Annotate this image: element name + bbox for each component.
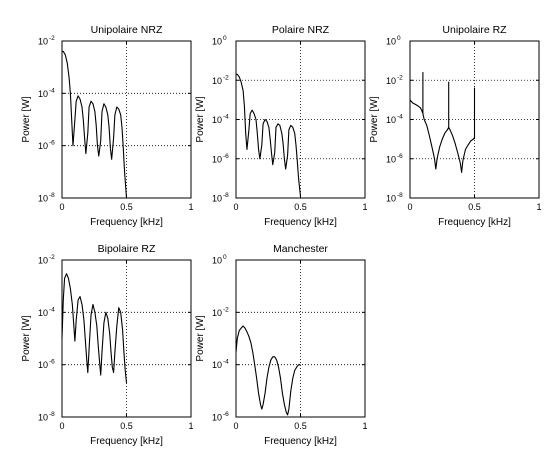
grid: [236, 260, 365, 417]
x-tick-label: 0.5: [120, 421, 133, 431]
x-tick-label: 0: [59, 421, 64, 431]
subplot-title: Unipolaire NRZ: [91, 24, 163, 36]
y-axis-label: Power [W]: [195, 96, 206, 142]
x-tick-label: 0.5: [120, 202, 133, 212]
y-axis-label: Power [W]: [21, 315, 32, 361]
grid: [62, 41, 191, 198]
y-axis-label: Power [W]: [195, 315, 206, 361]
y-tick-exponent: -8: [49, 411, 55, 418]
y-tick-label: 10: [212, 154, 222, 164]
psd-line: [235, 325, 301, 416]
psd-line: [61, 273, 128, 384]
y-tick-label: 10: [38, 194, 48, 204]
x-axis-label: Frequency [kHz]: [90, 217, 163, 228]
x-tick-label: 1: [362, 421, 367, 431]
psd-line: [62, 50, 128, 199]
y-tick-label: 10: [212, 413, 222, 423]
x-tick-label: 0.5: [294, 202, 307, 212]
x-axis-label: Frequency [kHz]: [264, 436, 337, 447]
y-tick-exponent: -8: [223, 192, 229, 199]
y-tick-label: 10: [212, 37, 222, 47]
y-tick-exponent: -2: [49, 35, 55, 42]
x-tick-label: 1: [536, 202, 541, 212]
y-tick-label: 10: [38, 256, 48, 266]
x-tick-label: 0: [233, 421, 238, 431]
y-tick-label: 10: [38, 141, 48, 151]
subplot-5: 0 0.5 110-610-410-210 0ManchesterFrequency …: [195, 243, 368, 447]
x-axis-label: Frequency [kHz]: [264, 217, 337, 228]
y-tick-exponent: -4: [223, 114, 229, 121]
y-tick-label: 10: [38, 308, 48, 318]
subplot-title: Polaire NRZ: [272, 24, 330, 36]
x-axis-label: Frequency [kHz]: [90, 436, 163, 447]
y-tick-label: 10: [386, 37, 396, 47]
y-tick-label: 10: [38, 89, 48, 99]
y-tick-label: 10: [38, 360, 48, 370]
x-tick-label: 0: [407, 202, 412, 212]
y-tick-exponent: -2: [223, 306, 229, 313]
y-axis-label: Power [W]: [369, 96, 380, 142]
y-tick-label: 10: [212, 115, 222, 125]
y-tick-exponent: -6: [223, 153, 229, 160]
y-tick-label: 10: [38, 37, 48, 47]
y-axis-label: Power [W]: [21, 96, 32, 142]
x-axis-label: Frequency [kHz]: [438, 217, 511, 228]
y-tick-label: 10: [38, 413, 48, 423]
grid: [62, 260, 191, 417]
y-tick-label: 10: [386, 115, 396, 125]
y-tick-label: 10: [212, 256, 222, 266]
y-tick-exponent: -6: [223, 411, 229, 418]
x-tick-label: 0: [59, 202, 64, 212]
y-tick-exponent: -4: [397, 114, 403, 121]
subplot-title: Bipolaire RZ: [98, 243, 156, 255]
y-tick-label: 10: [386, 154, 396, 164]
y-tick-exponent: -8: [397, 192, 403, 199]
y-tick-exponent: -6: [49, 140, 55, 147]
y-tick-exponent: 0: [223, 35, 227, 42]
x-tick-label: 1: [188, 421, 193, 431]
y-tick-label: 10: [212, 76, 222, 86]
y-tick-label: 10: [212, 360, 222, 370]
y-tick-exponent: -4: [49, 87, 55, 94]
y-tick-exponent: -2: [49, 254, 55, 261]
psd-line: [409, 71, 476, 174]
x-tick-label: 0.5: [468, 202, 481, 212]
y-tick-exponent: -6: [397, 153, 403, 160]
y-tick-exponent: -2: [223, 74, 229, 81]
y-tick-exponent: 0: [223, 254, 227, 261]
x-tick-label: 0.5: [294, 421, 307, 431]
y-tick-exponent: 0: [397, 35, 401, 42]
y-tick-exponent: -8: [49, 192, 55, 199]
y-tick-exponent: -4: [223, 359, 229, 366]
y-tick-exponent: -4: [49, 306, 55, 313]
y-tick-exponent: -6: [49, 359, 55, 366]
y-tick-label: 10: [386, 76, 396, 86]
psd-line: [236, 73, 302, 197]
grid: [236, 41, 365, 198]
y-tick-exponent: -2: [397, 74, 403, 81]
y-tick-label: 10: [386, 194, 396, 204]
x-tick-label: 1: [188, 202, 193, 212]
subplot-title: Unipolaire RZ: [442, 24, 507, 36]
y-tick-label: 10: [212, 194, 222, 204]
x-tick-label: 1: [362, 202, 367, 212]
x-tick-label: 0: [233, 202, 238, 212]
y-tick-label: 10: [212, 308, 222, 318]
subplot-title: Manchester: [273, 243, 328, 255]
